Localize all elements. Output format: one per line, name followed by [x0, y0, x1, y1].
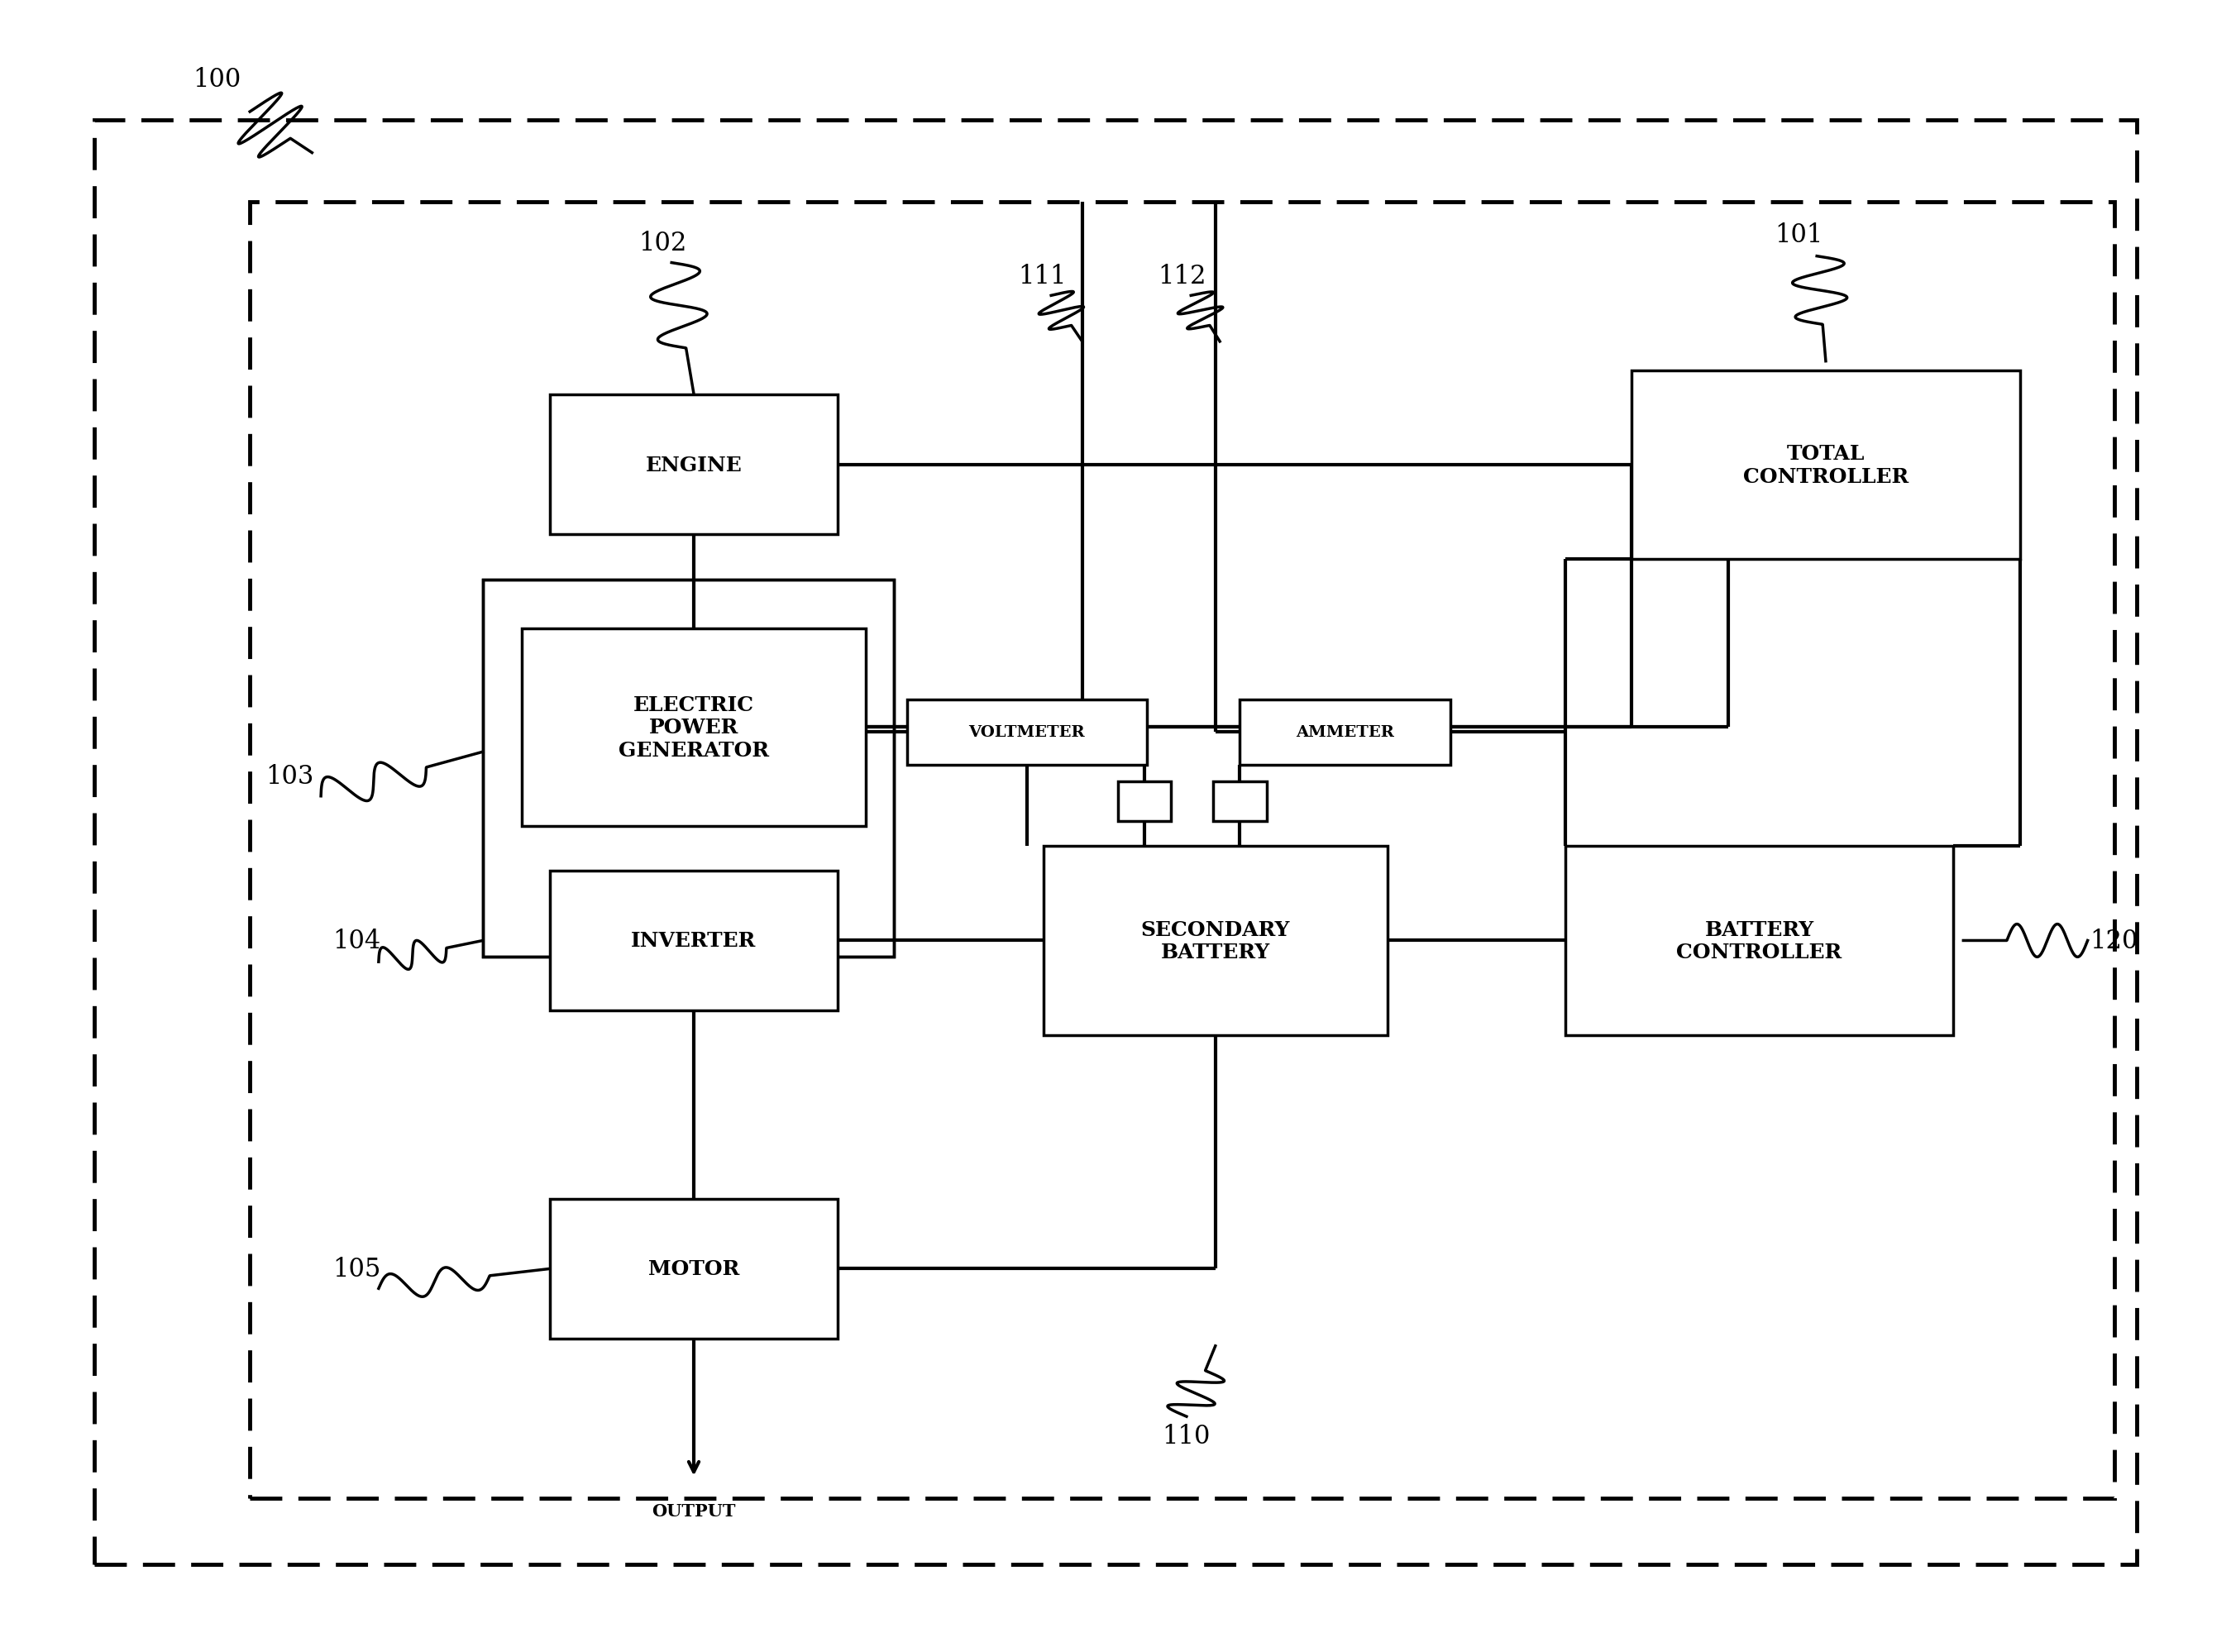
- Text: VOLTMETER: VOLTMETER: [968, 725, 1084, 740]
- Bar: [522, 629, 866, 826]
- Bar: [549, 1199, 839, 1338]
- Text: 111: 111: [1017, 264, 1066, 289]
- Bar: [1631, 370, 2019, 560]
- Bar: [250, 203, 2115, 1498]
- Text: OUTPUT: OUTPUT: [651, 1503, 736, 1520]
- Text: ELECTRIC
POWER
GENERATOR: ELECTRIC POWER GENERATOR: [618, 695, 770, 760]
- Bar: [1564, 846, 1954, 1036]
- Text: MOTOR: MOTOR: [649, 1259, 738, 1279]
- Text: 102: 102: [638, 231, 687, 256]
- Text: 104: 104: [332, 928, 382, 953]
- Text: INVERTER: INVERTER: [631, 932, 756, 952]
- Text: 101: 101: [1776, 223, 1823, 248]
- Text: 103: 103: [265, 763, 315, 790]
- Text: 112: 112: [1158, 264, 1207, 289]
- Bar: [1118, 781, 1171, 821]
- Text: 105: 105: [332, 1256, 382, 1282]
- Text: TOTAL
CONTROLLER: TOTAL CONTROLLER: [1742, 444, 1908, 486]
- Text: 100: 100: [192, 66, 241, 93]
- Bar: [1240, 700, 1450, 765]
- Bar: [1044, 846, 1388, 1036]
- Bar: [482, 580, 895, 957]
- Text: BATTERY
CONTROLLER: BATTERY CONTROLLER: [1675, 920, 1843, 961]
- Text: 110: 110: [1162, 1424, 1211, 1449]
- Bar: [549, 871, 839, 1011]
- Bar: [94, 121, 2137, 1564]
- Text: 120: 120: [2090, 928, 2140, 953]
- Text: ENGINE: ENGINE: [645, 456, 743, 476]
- Bar: [549, 395, 839, 535]
- Bar: [906, 700, 1147, 765]
- Text: SECONDARY
BATTERY: SECONDARY BATTERY: [1140, 920, 1290, 961]
- Text: AMMETER: AMMETER: [1296, 725, 1394, 740]
- Bar: [1214, 781, 1267, 821]
- Bar: [482, 580, 895, 957]
